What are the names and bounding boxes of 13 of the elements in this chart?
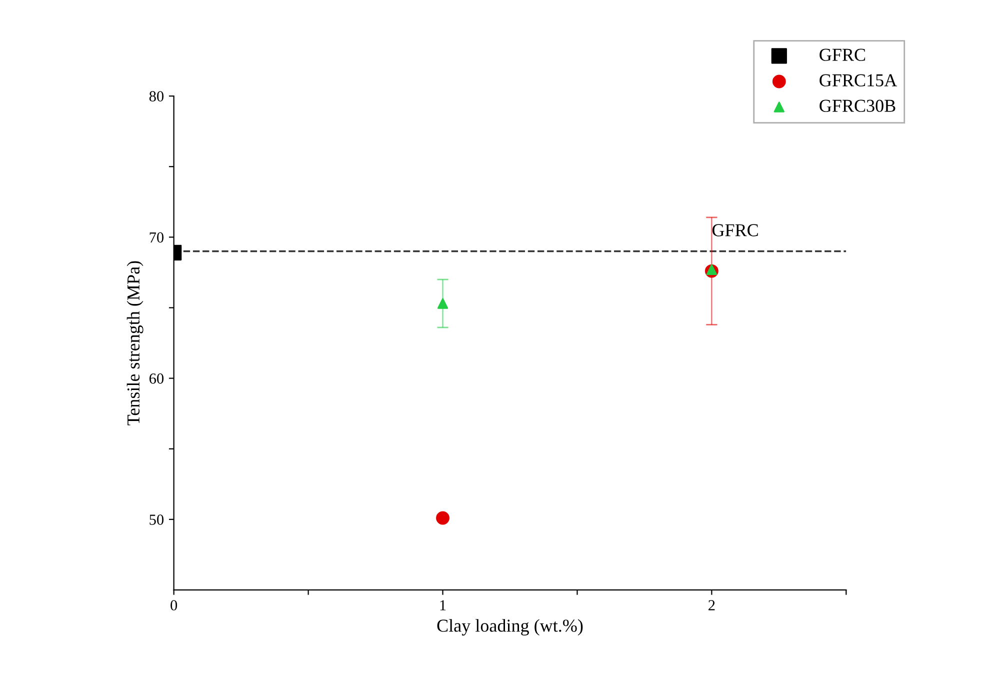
y-tick-label: 70 bbox=[150, 232, 164, 243]
y-tick-label: 80 bbox=[149, 91, 164, 102]
x-tick-label: 2 bbox=[708, 600, 715, 610]
y-tick-label: 50 bbox=[150, 514, 164, 525]
legend-label: GFRC30B bbox=[820, 100, 896, 112]
legend-label: GFRC15A bbox=[820, 74, 897, 86]
x-tick-label: 1 bbox=[440, 600, 446, 610]
legend-label: GFRC bbox=[820, 48, 866, 61]
ref-line-label: GFRC bbox=[712, 224, 758, 236]
y-axis-title: Tensile strength (MPa) bbox=[126, 261, 144, 426]
x-tick-label: 0 bbox=[170, 600, 178, 610]
y-tick-label: 60 bbox=[149, 373, 164, 384]
x-axis-title: Clay loading (wt.%) bbox=[437, 619, 583, 636]
